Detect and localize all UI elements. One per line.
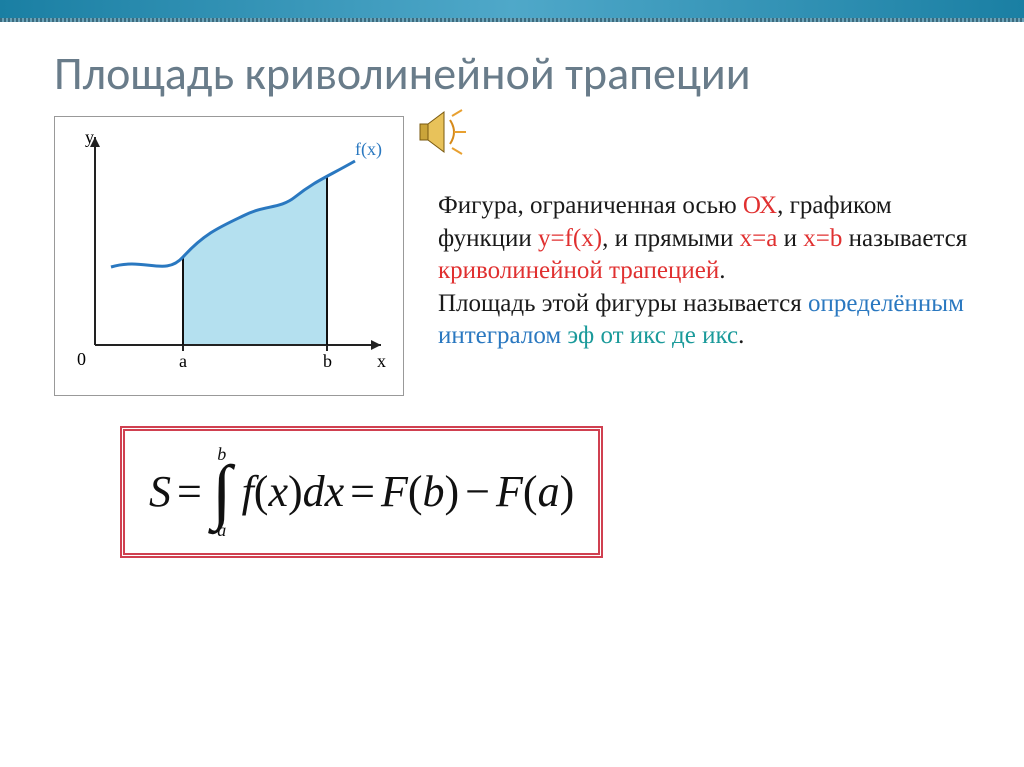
t1a: Фигура, ограниченная осью (438, 192, 743, 219)
y-axis-label: y (85, 127, 94, 147)
integral-formula: S = b ∫ a f(x)dx = F(b) − F(a) (149, 445, 574, 539)
speaker-icon[interactable] (414, 106, 474, 163)
fb: b (423, 467, 445, 516)
f-Fa: F(a) (496, 466, 574, 517)
ffx: f (242, 467, 254, 516)
t2d: . (738, 322, 744, 349)
t2a: Площадь этой фигуры называется (438, 290, 808, 317)
integral-symbol: b ∫ a (212, 445, 232, 539)
fx: x (268, 467, 288, 516)
a-tick-label: a (179, 351, 187, 371)
formula-box: S = b ∫ a f(x)dx = F(b) − F(a) (120, 426, 603, 558)
slide-title: Площадь криволинейной трапеции (0, 20, 1024, 116)
int-sign: ∫ (212, 463, 232, 521)
x-axis-arrow (371, 340, 381, 350)
lower-limit: a (217, 521, 226, 539)
fa: a (538, 467, 560, 516)
t1d: y=f(x) (538, 225, 602, 252)
chart-area: y x 0 a b f(x) (54, 116, 404, 396)
t1i: называется (842, 225, 967, 252)
x-axis-label: x (377, 351, 386, 371)
f-fx: f(x)dx (242, 466, 345, 517)
content-row: y x 0 a b f(x) Фигура, ограниченная осью… (0, 116, 1024, 396)
t1j: криволинейной трапецией (438, 257, 719, 284)
shaded-region (183, 177, 327, 345)
paragraph-2: Площадь этой фигуры называется определён… (438, 288, 984, 353)
paragraph-1: Фигура, ограниченная осью ОХ, графиком ф… (438, 190, 984, 288)
description-text: Фигура, ограниченная осью ОХ, графиком ф… (438, 116, 984, 396)
header-accent-bar (0, 0, 1024, 20)
t1k: . (719, 257, 725, 284)
curvilinear-trapezoid-chart: y x 0 a b f(x) (55, 117, 405, 397)
ffb: F (381, 467, 408, 516)
t1h: x=b (803, 225, 842, 252)
fdx: dx (303, 467, 345, 516)
t1g: и (777, 225, 803, 252)
f-minus: − (465, 466, 490, 517)
t1f: x=a (740, 225, 778, 252)
t2c: эф от икс де икс (567, 322, 738, 349)
t1b: ОХ (743, 192, 777, 219)
ffa: F (496, 467, 523, 516)
origin-label: 0 (77, 349, 86, 369)
b-tick-label: b (323, 351, 332, 371)
function-label: f(x) (355, 139, 382, 160)
f-S: S (149, 466, 171, 517)
t1e: , и прямыми (602, 225, 740, 252)
left-column: y x 0 a b f(x) (54, 116, 414, 396)
f-eq2: = (350, 466, 375, 517)
f-Fb: F(b) (381, 466, 459, 517)
f-eq1: = (177, 466, 202, 517)
